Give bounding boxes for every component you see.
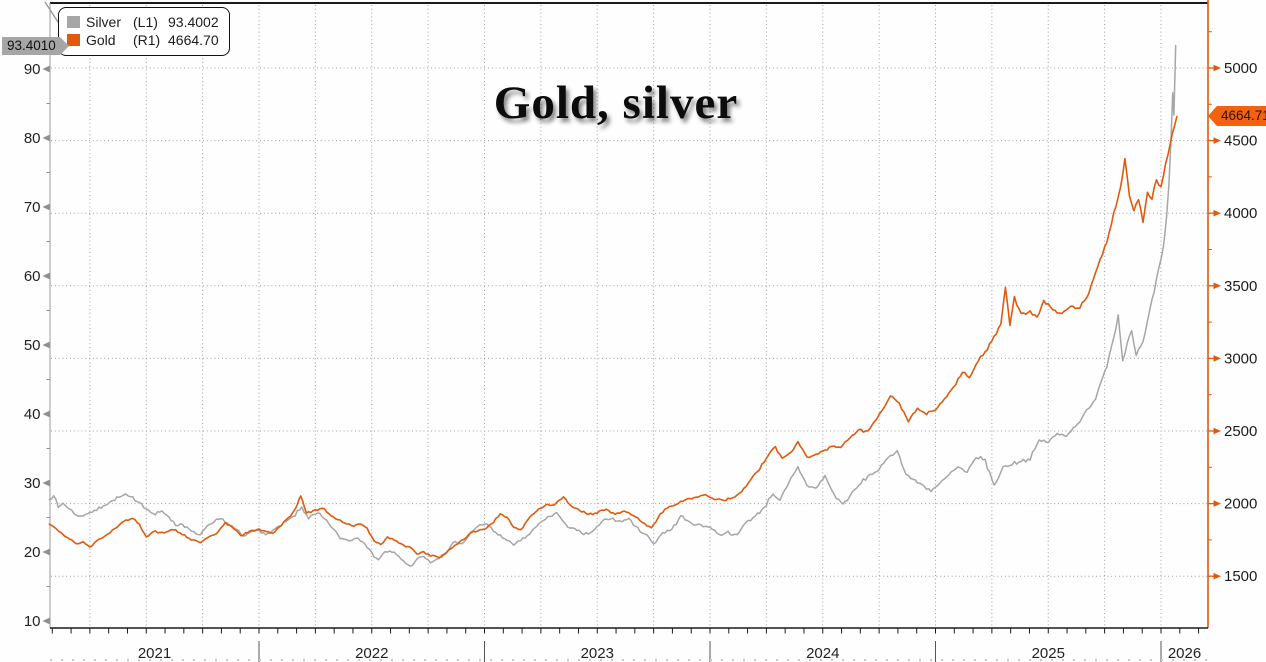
right-tick-arrow-icon — [1213, 209, 1221, 217]
gold-swatch-icon — [67, 34, 80, 46]
right-tick-arrow-icon — [1213, 282, 1221, 290]
badge-pointer-right-icon — [59, 37, 69, 55]
legend-axis-tag: (R1) — [133, 32, 161, 48]
gold-series-line — [48, 115, 1178, 559]
right-tick-arrow-icon — [1213, 64, 1221, 72]
right-tick-arrow-icon — [1213, 500, 1221, 507]
right-axis-tick-label: 2500 — [1224, 423, 1257, 440]
legend-label: Silver — [86, 14, 122, 30]
right-tick-arrow-icon — [1213, 572, 1221, 580]
silver-series-line — [48, 44, 1177, 567]
left-axis-tick-label: 50 — [24, 337, 41, 354]
left-axis-tick-label: 20 — [24, 544, 41, 561]
year-label: 2023 — [581, 645, 614, 662]
left-axis-tick-label: 90 — [24, 61, 41, 78]
left-tick-arrow-icon — [42, 548, 50, 556]
year-label: 2026 — [1168, 645, 1201, 662]
left-tick-arrow-icon — [42, 272, 50, 280]
right-axis-tick-label: 5000 — [1224, 60, 1257, 77]
right-axis-tick-label: 3000 — [1224, 350, 1257, 367]
left-axis-tick-label: 40 — [24, 406, 41, 423]
legend-item-silver[interactable]: Silver (L1) 93.4002 — [67, 13, 219, 31]
legend-value: 4664.70 — [168, 32, 219, 48]
left-tick-arrow-icon — [42, 479, 50, 487]
legend-box: Silver (L1) 93.4002 Gold (R1) 4664.70 — [58, 7, 230, 56]
gold-last-price-badge: 4664.71 — [1208, 106, 1266, 126]
left-axis-tick-label: 80 — [24, 130, 41, 147]
gold-last-price-value: 4664.71 — [1217, 106, 1266, 126]
right-axis-tick-label: 2000 — [1224, 496, 1257, 513]
legend-axis-tag: (L1) — [133, 14, 158, 30]
left-tick-arrow-icon — [42, 65, 50, 73]
year-label: 2025 — [1032, 645, 1065, 662]
right-axis-tick-label: 4500 — [1224, 133, 1257, 150]
left-tick-arrow-icon — [42, 203, 50, 211]
legend-label: Gold — [86, 32, 116, 48]
left-axis-tick-label: 70 — [24, 199, 41, 216]
right-tick-arrow-icon — [1213, 355, 1221, 362]
right-axis-tick-label: 1500 — [1224, 568, 1257, 585]
left-axis-tick-label: 30 — [24, 475, 41, 492]
right-axis-tick-label: 4000 — [1224, 205, 1257, 222]
legend-value: 93.4002 — [168, 14, 219, 30]
right-tick-arrow-icon — [1213, 137, 1221, 144]
right-axis-tick-label: 3500 — [1224, 278, 1257, 295]
left-axis-tick-label: 60 — [24, 268, 41, 285]
left-tick-arrow-icon — [42, 617, 50, 625]
year-label: 2021 — [138, 645, 171, 662]
legend-item-gold[interactable]: Gold (R1) 4664.70 — [67, 31, 219, 49]
silver-last-price-value: 93.4010 — [2, 37, 60, 55]
chart-title: Gold, silver — [493, 77, 739, 129]
left-tick-arrow-icon — [42, 341, 50, 349]
silver-last-price-badge: 93.4010 — [2, 37, 69, 55]
right-tick-arrow-icon — [1213, 427, 1221, 435]
left-tick-arrow-icon — [42, 134, 50, 142]
left-tick-arrow-icon — [42, 410, 50, 418]
axis-break-leader-line — [44, 1, 59, 23]
year-label: 2024 — [806, 645, 839, 662]
year-label: 2022 — [355, 645, 388, 662]
silver-swatch-icon — [67, 16, 80, 28]
badge-pointer-left-icon — [1208, 106, 1217, 126]
left-axis-tick-label: 10 — [24, 613, 41, 630]
